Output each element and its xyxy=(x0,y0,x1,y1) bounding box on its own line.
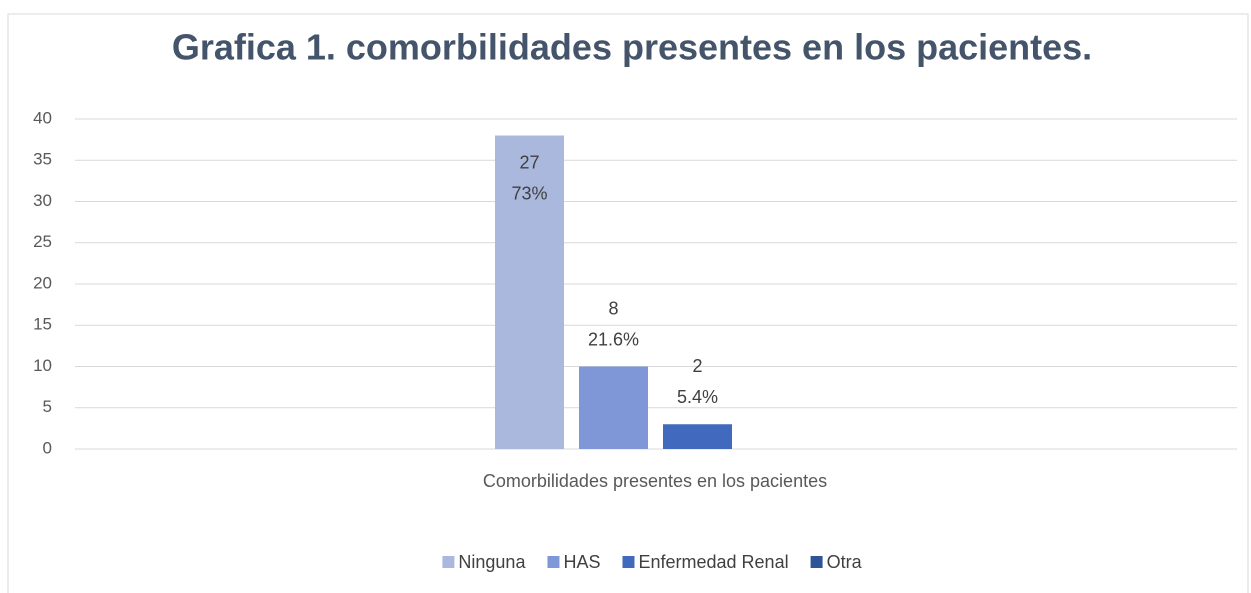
y-tick-label: 30 xyxy=(33,191,52,210)
data-label: 21.6% xyxy=(588,329,639,349)
y-tick-label: 0 xyxy=(43,438,52,457)
data-label: 8 xyxy=(608,298,618,318)
y-tick-label: 5 xyxy=(43,397,52,416)
chart-border xyxy=(7,13,1249,593)
y-tick-label: 20 xyxy=(33,273,52,292)
legend-swatch xyxy=(622,556,635,568)
bar xyxy=(579,366,648,449)
y-tick-label: 15 xyxy=(33,315,52,334)
legend-label: Otra xyxy=(827,552,863,572)
legend-label: Ninguna xyxy=(458,552,526,572)
x-category-label: Comorbilidades presentes en los paciente… xyxy=(482,471,828,491)
legend-swatch xyxy=(442,556,455,568)
y-tick-label: 40 xyxy=(33,108,52,127)
y-tick-label: 10 xyxy=(33,356,52,375)
legend-label: Enfermedad Renal xyxy=(638,552,788,572)
data-label: 73% xyxy=(511,183,547,203)
bar xyxy=(495,135,564,449)
bar xyxy=(663,424,732,449)
data-label: 2 xyxy=(692,356,702,376)
data-label: 27 xyxy=(519,152,539,172)
data-label: 5.4% xyxy=(677,387,718,407)
y-tick-label: 25 xyxy=(33,232,52,251)
legend-swatch xyxy=(810,556,823,568)
y-tick-label: 35 xyxy=(33,150,52,169)
legend-swatch xyxy=(547,556,560,568)
chart-title: Grafica 1. comorbilidades presentes en l… xyxy=(172,27,1092,68)
legend-label: HAS xyxy=(563,552,600,572)
